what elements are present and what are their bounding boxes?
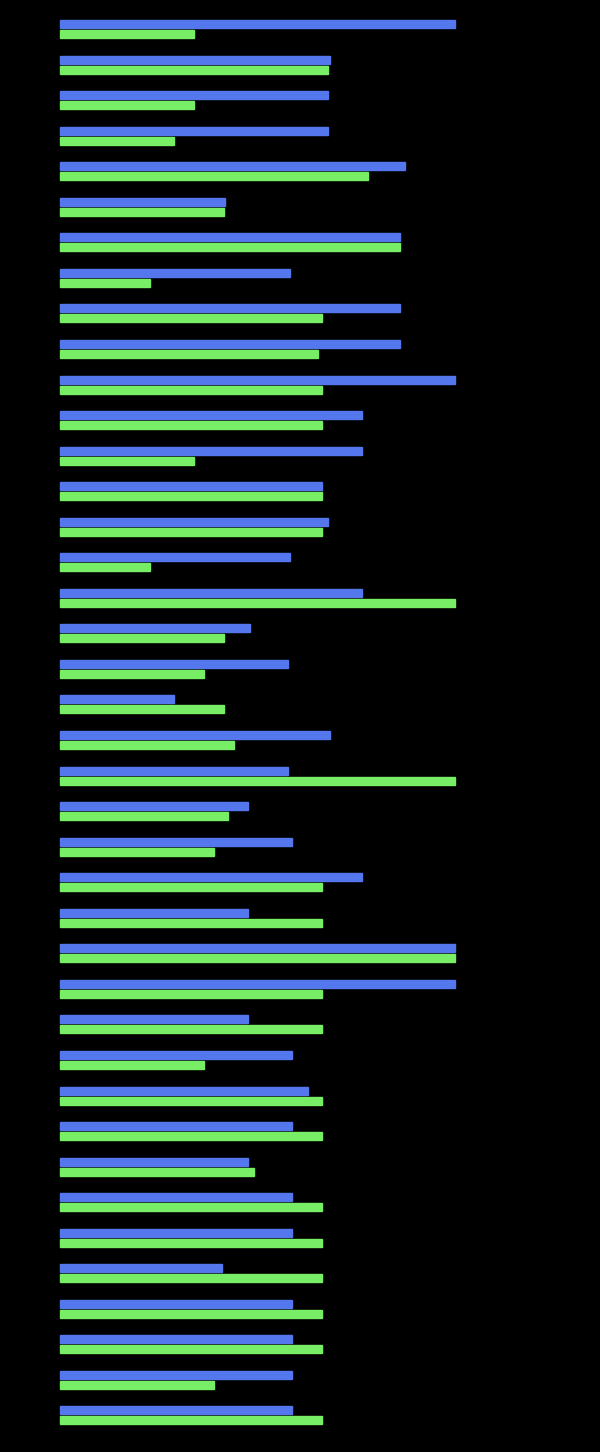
Bar xyxy=(60,873,362,881)
Bar xyxy=(60,1275,322,1282)
Bar xyxy=(60,197,225,206)
Bar xyxy=(60,802,248,810)
Bar xyxy=(60,669,204,678)
Bar xyxy=(60,598,455,607)
Bar xyxy=(60,1371,292,1379)
Bar xyxy=(60,1133,322,1140)
Bar xyxy=(60,55,330,64)
Bar xyxy=(60,20,455,28)
Bar xyxy=(60,527,322,536)
Bar xyxy=(60,30,194,38)
Bar xyxy=(60,1310,322,1318)
Bar xyxy=(60,1228,292,1237)
Bar xyxy=(60,848,214,855)
Bar xyxy=(60,411,362,420)
Bar xyxy=(60,1167,254,1176)
Bar xyxy=(60,1194,292,1201)
Bar xyxy=(60,944,455,953)
Bar xyxy=(60,909,248,916)
Bar xyxy=(60,553,290,562)
Bar xyxy=(60,954,455,963)
Bar xyxy=(60,350,318,359)
Bar xyxy=(60,919,322,926)
Bar xyxy=(60,706,224,713)
Bar xyxy=(60,990,322,998)
Bar xyxy=(60,376,455,383)
Bar xyxy=(60,173,368,180)
Bar xyxy=(60,741,234,749)
Bar xyxy=(60,624,250,633)
Bar xyxy=(60,208,224,216)
Bar xyxy=(60,563,150,571)
Bar xyxy=(60,1061,204,1069)
Bar xyxy=(60,447,362,454)
Bar xyxy=(60,777,455,784)
Bar xyxy=(60,456,194,465)
Bar xyxy=(60,767,288,774)
Bar xyxy=(60,1346,322,1353)
Bar xyxy=(60,340,400,348)
Bar xyxy=(60,1086,308,1095)
Bar xyxy=(60,1015,248,1024)
Bar xyxy=(60,696,174,703)
Bar xyxy=(60,421,322,428)
Bar xyxy=(60,883,322,892)
Bar xyxy=(60,635,224,642)
Bar xyxy=(60,1239,322,1247)
Bar xyxy=(60,1336,292,1343)
Bar xyxy=(60,1300,292,1308)
Bar xyxy=(60,244,400,251)
Bar xyxy=(60,1051,292,1059)
Bar xyxy=(60,91,328,99)
Bar xyxy=(60,980,455,987)
Bar xyxy=(60,269,290,277)
Bar xyxy=(60,1381,214,1390)
Bar xyxy=(60,65,328,74)
Bar xyxy=(60,590,362,597)
Bar xyxy=(60,1096,322,1105)
Bar xyxy=(60,305,400,312)
Bar xyxy=(60,279,150,287)
Bar xyxy=(60,1122,292,1130)
Bar xyxy=(60,659,288,668)
Bar xyxy=(60,1204,322,1211)
Bar xyxy=(60,492,322,499)
Bar xyxy=(60,102,194,109)
Bar xyxy=(60,730,330,739)
Bar xyxy=(60,1407,292,1414)
Bar xyxy=(60,812,228,820)
Bar xyxy=(60,163,405,170)
Bar xyxy=(60,838,292,845)
Bar xyxy=(60,1417,322,1424)
Bar xyxy=(60,482,322,491)
Bar xyxy=(60,518,328,526)
Bar xyxy=(60,1025,322,1034)
Bar xyxy=(60,315,322,322)
Bar xyxy=(60,385,322,393)
Bar xyxy=(60,1157,248,1166)
Bar xyxy=(60,1265,222,1272)
Bar xyxy=(60,126,328,135)
Bar xyxy=(60,234,400,241)
Bar xyxy=(60,136,174,145)
